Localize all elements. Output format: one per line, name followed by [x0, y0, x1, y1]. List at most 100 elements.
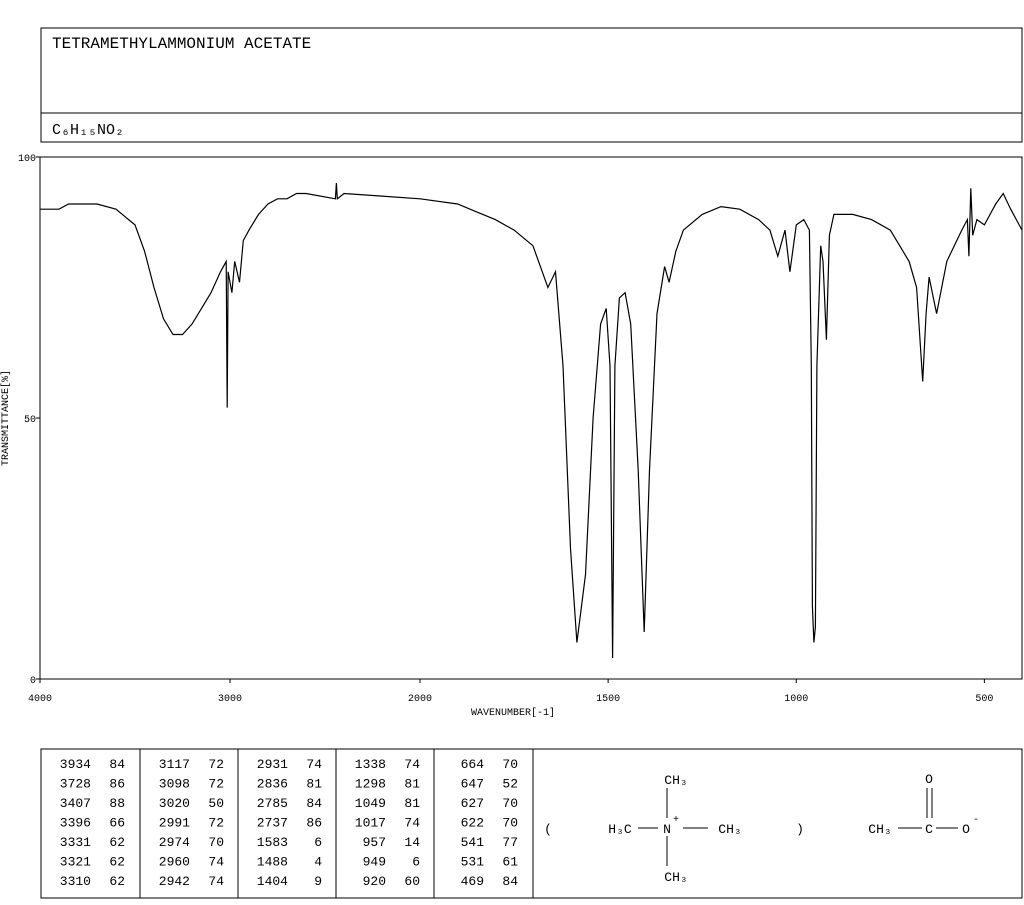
peak-wavenumber: 2974 [159, 835, 190, 850]
peak-wavenumber: 957 [363, 835, 386, 850]
peak-wavenumber: 2942 [159, 874, 190, 889]
y-tick-label: 100 [18, 154, 36, 165]
structure-label: N [663, 822, 671, 837]
peak-transmittance: 84 [306, 796, 322, 811]
peak-wavenumber: 2991 [159, 816, 190, 831]
peak-wavenumber: 3310 [60, 874, 91, 889]
peak-wavenumber: 1404 [257, 874, 288, 889]
peak-wavenumber: 949 [363, 855, 386, 870]
peak-transmittance: 62 [109, 835, 125, 850]
structure-label: CH₃ [664, 773, 687, 788]
y-tick-label: 0 [30, 676, 36, 687]
peak-wavenumber: 3020 [159, 796, 190, 811]
peak-transmittance: 70 [502, 816, 518, 831]
peak-wavenumber: 1338 [355, 757, 386, 772]
peak-transmittance: 88 [109, 796, 125, 811]
y-tick-label: 50 [24, 415, 36, 426]
peak-wavenumber: 1049 [355, 796, 386, 811]
peak-wavenumber: 2836 [257, 777, 288, 792]
formula: C₆H₁₅NO₂ [52, 122, 124, 139]
peak-wavenumber: 541 [461, 835, 485, 850]
peak-transmittance: 81 [404, 777, 420, 792]
structure-label: ( [544, 822, 552, 837]
structure-label: C [925, 822, 933, 837]
structure-label: H₃C [608, 822, 632, 837]
peak-wavenumber: 647 [461, 777, 484, 792]
peak-transmittance: 6 [314, 835, 322, 850]
peak-wavenumber: 3407 [60, 796, 91, 811]
peak-transmittance: 74 [208, 874, 224, 889]
peak-transmittance: 6 [412, 855, 420, 870]
peak-transmittance: 74 [208, 855, 224, 870]
peak-wavenumber: 3728 [60, 777, 91, 792]
plot-frame [39, 156, 1023, 680]
x-tick-label: 500 [975, 694, 993, 705]
structure-label: CH₃ [664, 870, 687, 885]
structure-label: O [962, 822, 970, 837]
peak-wavenumber: 3321 [60, 855, 91, 870]
title: TETRAMETHYLAMMONIUM ACETATE [52, 35, 311, 53]
peak-table-box [40, 748, 1023, 899]
peak-transmittance: 86 [109, 777, 125, 792]
structure-label: CH₃ [868, 822, 891, 837]
peak-wavenumber: 627 [461, 796, 484, 811]
peak-transmittance: 72 [208, 816, 224, 831]
x-tick-label: 1000 [784, 694, 808, 705]
peak-transmittance: 74 [404, 816, 420, 831]
peak-wavenumber: 622 [461, 816, 484, 831]
peak-wavenumber: 2960 [159, 855, 190, 870]
x-axis-label: WAVENUMBER[-1] [471, 707, 555, 719]
peak-transmittance: 81 [404, 796, 420, 811]
header-box [40, 27, 1023, 143]
peak-wavenumber: 1488 [257, 855, 288, 870]
peak-wavenumber: 1583 [257, 835, 288, 850]
peak-wavenumber: 3098 [159, 777, 190, 792]
peak-wavenumber: 469 [461, 874, 484, 889]
spectrum-line [40, 183, 1023, 659]
peak-transmittance: 72 [208, 777, 224, 792]
peak-wavenumber: 3117 [159, 757, 190, 772]
y-axis-label: TRANSMITTANCE[%] [0, 370, 12, 466]
peak-wavenumber: 920 [363, 874, 386, 889]
peak-transmittance: 72 [208, 757, 224, 772]
peak-wavenumber: 2785 [257, 796, 288, 811]
peak-wavenumber: 1298 [355, 777, 386, 792]
peak-wavenumber: 531 [461, 855, 485, 870]
x-tick-label: 4000 [28, 694, 52, 705]
structure-label: - [973, 815, 979, 826]
peak-transmittance: 4 [314, 855, 322, 870]
peak-transmittance: 70 [502, 796, 518, 811]
structure-label: CH₃ [718, 822, 741, 837]
peak-transmittance: 62 [109, 874, 125, 889]
peak-wavenumber: 664 [461, 757, 485, 772]
peak-wavenumber: 1017 [355, 816, 386, 831]
peak-transmittance: 74 [404, 757, 420, 772]
peak-wavenumber: 2737 [257, 816, 288, 831]
peak-wavenumber: 3331 [60, 835, 91, 850]
peak-transmittance: 70 [208, 835, 224, 850]
peak-transmittance: 66 [109, 816, 125, 831]
peak-transmittance: 81 [306, 777, 322, 792]
peak-transmittance: 84 [109, 757, 125, 772]
peak-wavenumber: 3396 [60, 816, 91, 831]
peak-transmittance: 86 [306, 816, 322, 831]
peak-wavenumber: 2931 [257, 757, 288, 772]
peak-transmittance: 77 [502, 835, 518, 850]
structure-label: ) [796, 822, 804, 837]
peak-transmittance: 74 [306, 757, 322, 772]
x-tick-label: 1500 [596, 694, 620, 705]
peak-transmittance: 50 [208, 796, 224, 811]
structure-label: + [673, 815, 679, 826]
peak-transmittance: 70 [502, 757, 518, 772]
peak-transmittance: 62 [109, 855, 125, 870]
structure-label: O [925, 772, 933, 787]
peak-transmittance: 60 [404, 874, 420, 889]
peak-transmittance: 9 [314, 874, 322, 889]
x-tick-label: 2000 [408, 694, 432, 705]
x-tick-label: 3000 [218, 694, 242, 705]
peak-transmittance: 84 [502, 874, 518, 889]
peak-transmittance: 14 [404, 835, 420, 850]
